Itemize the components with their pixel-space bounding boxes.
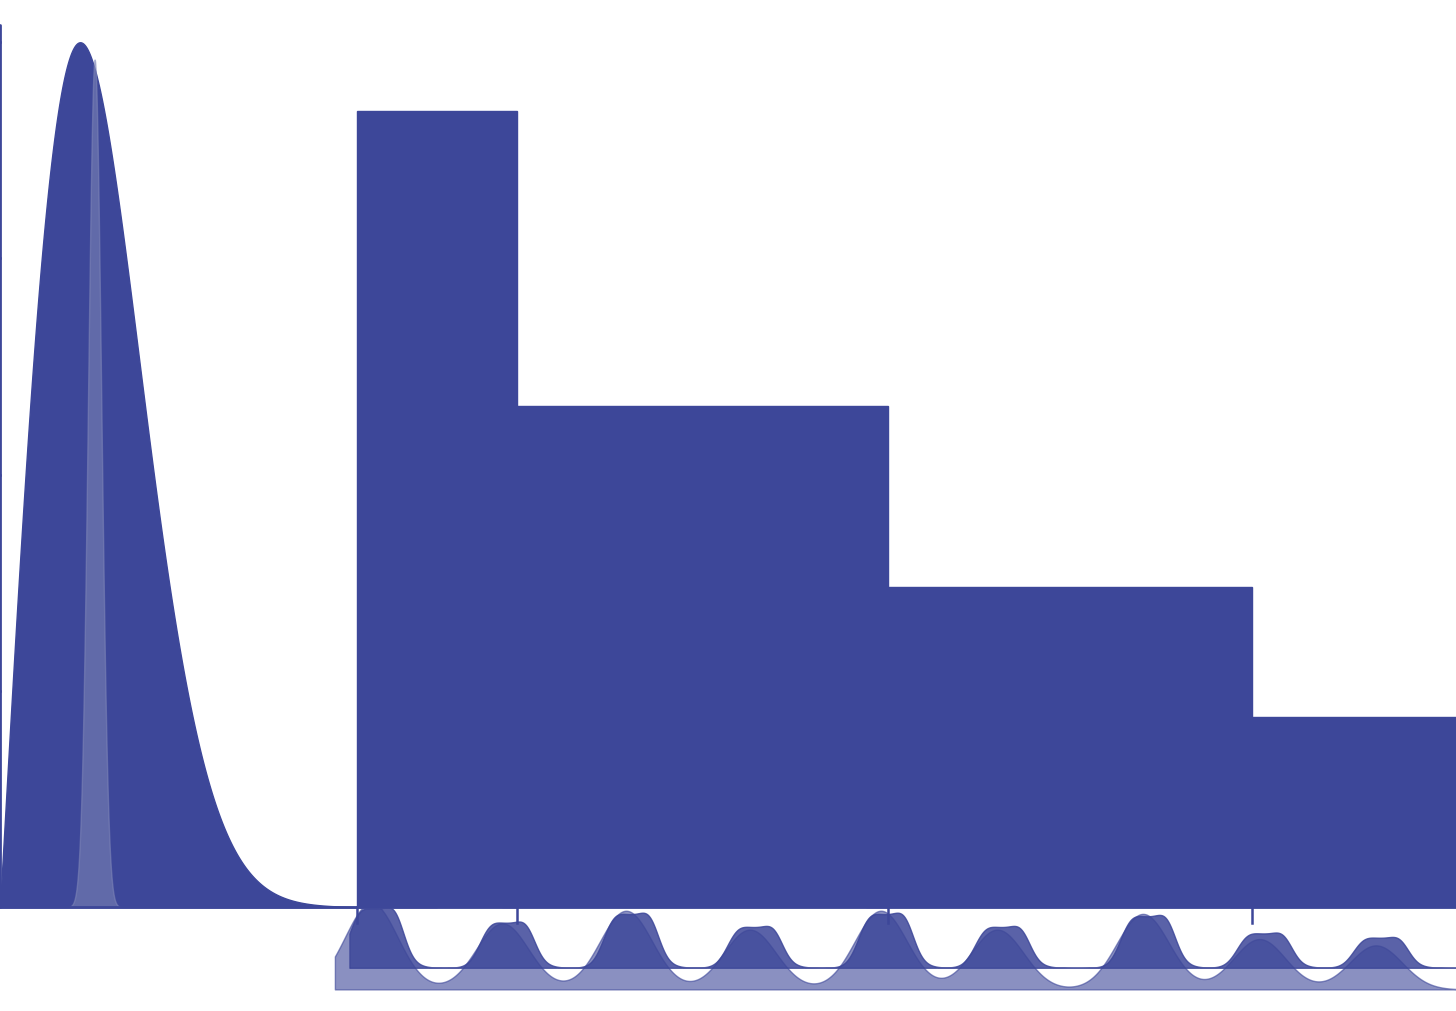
Polygon shape [357, 112, 517, 907]
Polygon shape [866, 587, 1252, 907]
Polygon shape [1230, 717, 1456, 907]
Polygon shape [502, 406, 888, 907]
